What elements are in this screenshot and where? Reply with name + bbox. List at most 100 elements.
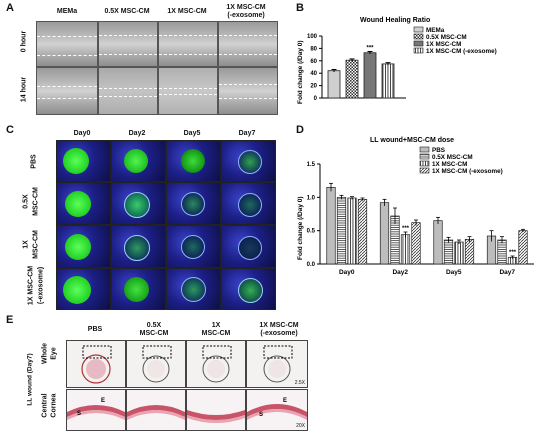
eye-1x-day0	[56, 225, 111, 268]
eye-pbs-day2	[111, 140, 166, 182]
eye-05x-day2	[111, 182, 166, 225]
panel-c-label: C	[6, 124, 14, 136]
chart-d-bar	[336, 196, 347, 265]
panel-e-row-central: Central	[41, 393, 49, 418]
histology-cornea-05x	[126, 389, 186, 431]
chart-b-bar	[381, 63, 395, 99]
panel-c-col-day7: Day7	[238, 130, 256, 137]
eye-exo-day0	[56, 268, 111, 310]
chart-d-legend-swatch	[419, 160, 430, 167]
panel-c-row-05x-line1: 0.5X	[22, 194, 30, 209]
wound-image-mema-0h	[36, 21, 98, 67]
chart-d-bar	[326, 186, 336, 265]
panel-a-col-mema: MEMa	[56, 8, 78, 15]
chart-b-legend-label: MEMa	[426, 27, 445, 34]
chart-b-legend-swatch	[413, 33, 424, 40]
panel-c-row-1x-line1: 1X	[22, 240, 30, 249]
panel-a-col-05x: 0.5X MSC-CM	[104, 8, 150, 15]
chart-b: Wound Healing Ratio Fold change (/Day 0)…	[297, 17, 497, 104]
panel-a-row-14h: 14 hour	[20, 76, 28, 103]
wound-image-1x-0h	[158, 21, 218, 67]
eye-pbs-day5	[166, 140, 221, 182]
panel-e-col-1x-line2: MSC-CM	[201, 330, 231, 337]
panel-e-col-05x-line1: 0.5X	[146, 322, 162, 329]
chart-b-bar	[363, 52, 377, 99]
svg-text:S: S	[77, 411, 81, 417]
chart-d-bar	[443, 239, 454, 265]
chart-d-bar	[518, 230, 528, 265]
eye-1x-day2	[111, 225, 166, 268]
chart-d-xtick-label: Day2	[392, 269, 408, 276]
eye-1x-day7	[221, 225, 276, 268]
eye-pbs-day7	[221, 140, 276, 182]
panel-c-row-exo-line1: 1X MSC-CM	[27, 265, 35, 306]
eye-05x-day5	[166, 182, 221, 225]
wound-image-mema-14h	[36, 67, 98, 115]
wound-image-1x-14h	[158, 67, 218, 115]
panel-c-col-day0: Day0	[73, 130, 91, 137]
chart-d: LL wound+MSC-CM dose Fold change (/Day 0…	[297, 137, 534, 276]
magnification-20x: 20X	[296, 423, 305, 429]
panel-c-row-pbs: PBS	[30, 154, 38, 169]
chart-d-bar	[347, 197, 357, 265]
panel-e-col-exo-line1: 1X MSC-CM	[259, 322, 299, 329]
chart-d-significance: ***	[402, 226, 410, 232]
wound-image-exo-14h	[218, 67, 278, 115]
chart-d-ytick-label: 0.5	[307, 229, 316, 235]
panel-a-col-1x: 1X MSC-CM	[167, 8, 207, 15]
chart-b-bar	[327, 70, 341, 99]
chart-b-ytick-label: 80	[310, 46, 317, 52]
histology-whole-eye-1x	[186, 340, 246, 388]
chart-b-ytick-label: 0	[314, 96, 318, 102]
chart-b-legend-label: 1X MSC-CM	[426, 41, 461, 48]
chart-d-ylabel: Fold change (/Day 0)	[297, 196, 304, 260]
panel-e-label: E	[6, 314, 14, 326]
histology-whole-eye-05x	[126, 340, 186, 388]
panel-b-label: B	[296, 2, 304, 14]
chart-d-legend-swatch	[419, 146, 430, 153]
chart-b-legend-swatch	[413, 47, 424, 54]
panel-e-col-05x-line2: MSC-CM	[139, 330, 169, 337]
eye-05x-day0	[56, 182, 111, 225]
chart-b-title: Wound Healing Ratio	[360, 17, 430, 24]
eye-pbs-day0	[56, 140, 111, 182]
chart-d-legend-swatch	[419, 167, 430, 174]
panel-c-row-exo-line2: (-exosome)	[37, 266, 45, 305]
histology-whole-eye-pbs	[66, 340, 126, 388]
chart-d-legend-label: 1X MSC-CM (-exosome)	[432, 168, 503, 175]
chart-b-legend-label: 0.5X MSC-CM	[426, 34, 467, 41]
svg-text:E: E	[283, 398, 287, 404]
eye-1x-day5	[166, 225, 221, 268]
eye-exo-day7	[221, 268, 276, 310]
chart-b-ytick-label: 100	[307, 34, 318, 40]
chart-b-bar	[345, 59, 359, 99]
chart-d-bar	[379, 202, 390, 265]
panel-c-row-1x-line2: MSC-CM	[32, 230, 40, 259]
chart-d-legend-label: 1X MSC-CM	[432, 161, 467, 168]
eye-05x-day7	[221, 182, 276, 225]
chart-d-significance: ***	[509, 250, 517, 256]
wound-image-05x-14h	[98, 67, 158, 115]
panel-c-col-day5: Day5	[183, 130, 201, 137]
chart-d-bar	[497, 239, 507, 265]
eye-exo-day5	[166, 268, 221, 310]
chart-d-bar	[464, 238, 475, 265]
chart-b-ylabel: Fold change (/Day 0)	[297, 40, 304, 104]
chart-d-ytick-label: 1.0	[307, 195, 316, 201]
eye-exo-day2	[111, 268, 166, 310]
magnification-2-5x: 2.5X	[294, 380, 305, 386]
panel-a-col-1x-exo-line1: 1X MSC-CM	[226, 4, 266, 11]
chart-d-xtick-label: Day5	[446, 269, 462, 276]
panel-a-row-0h: 0 hour	[20, 30, 28, 53]
wound-image-exo-0h	[218, 21, 278, 67]
panel-c-row-05x-line2: MSC-CM	[32, 187, 40, 216]
chart-b-legend-label: 1X MSC-CM (-exosome)	[426, 48, 497, 55]
svg-text:S: S	[259, 412, 263, 418]
chart-d-bar	[433, 220, 443, 265]
svg-text:E: E	[101, 398, 105, 404]
chart-b-significance: ***	[366, 46, 374, 52]
chart-d-bar	[400, 234, 411, 265]
chart-d-bar	[357, 198, 368, 265]
panel-e-row-cornea: Cornea	[50, 393, 58, 418]
